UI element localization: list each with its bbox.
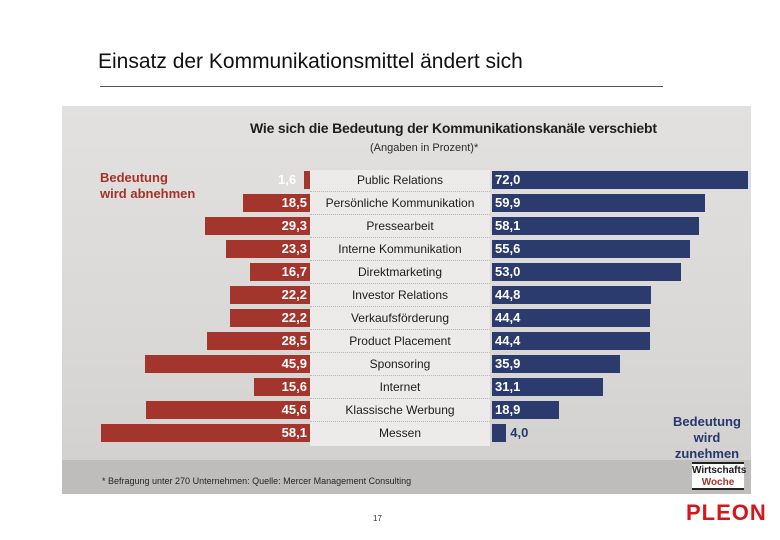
- legend-decrease-line2: wird abnehmen: [100, 186, 196, 201]
- category-separator: [310, 398, 490, 399]
- chart-title: Wie sich die Bedeutung der Kommunikation…: [250, 120, 657, 136]
- bar-increase: 44,4: [492, 309, 651, 327]
- category-separator: [310, 352, 490, 353]
- title-divider: [100, 86, 663, 87]
- category-label: Internet: [379, 380, 421, 394]
- bar-decrease: 1,6: [304, 171, 310, 189]
- slide-title: Einsatz der Kommunikationsmittel ändert …: [98, 50, 523, 73]
- bar-decrease: 22,2: [230, 286, 310, 304]
- legend-decrease: Bedeutung wird abnehmen: [100, 170, 200, 202]
- bar-decrease: 23,3: [226, 240, 310, 258]
- bar-decrease: 18,5: [243, 194, 310, 212]
- bar-decrease: 16,7: [249, 263, 310, 281]
- bar-decrease: 45,6: [145, 401, 310, 419]
- bar-increase-outside-label: 4,0: [510, 425, 529, 440]
- category-label: Public Relations: [356, 173, 444, 187]
- category-label: Pressearbeit: [366, 219, 434, 233]
- category-separator: [310, 329, 490, 330]
- category-label: Persönliche Kommunikation: [325, 196, 475, 210]
- legend-decrease-line1: Bedeutung: [100, 170, 168, 185]
- source-logo-line2: Woche: [701, 477, 735, 488]
- category-separator: [310, 237, 490, 238]
- source-logo: Wirtschafts Woche: [692, 462, 747, 490]
- bar-decrease: 22,2: [230, 309, 310, 327]
- bar-increase: 18,9: [492, 401, 560, 419]
- legend-increase: Bedeutung wird zunehmen: [662, 414, 752, 462]
- chart-footnote: * Befragung unter 270 Unternehmen: Quell…: [102, 476, 412, 486]
- bar-decrease-outside-label: 1,6: [278, 172, 297, 187]
- category-separator: [310, 375, 490, 376]
- bar-increase: 58,1: [492, 217, 699, 235]
- chart-footer-band: [62, 460, 751, 494]
- category-label: Sponsoring: [369, 357, 431, 371]
- category-separator: [310, 214, 490, 215]
- bar-increase: 55,6: [492, 240, 690, 258]
- bar-decrease: 29,3: [204, 217, 310, 235]
- bar-increase: 31,1: [492, 378, 603, 396]
- category-label-strip: [310, 170, 490, 446]
- pleon-logo: PLEON: [686, 500, 767, 525]
- category-label: Messen: [378, 426, 422, 440]
- source-logo-line1: Wirtschafts: [692, 465, 747, 476]
- category-separator: [310, 421, 490, 422]
- category-separator: [310, 260, 490, 261]
- bar-increase: 4,0: [492, 424, 507, 442]
- category-separator: [310, 283, 490, 284]
- bar-increase: 53,0: [492, 263, 681, 281]
- category-separator: [310, 191, 490, 192]
- legend-increase-line1: Bedeutung: [673, 414, 741, 429]
- legend-increase-line2: wird zunehmen: [674, 430, 740, 461]
- bar-decrease: 45,9: [144, 355, 310, 373]
- category-label: Verkaufsförderung: [350, 311, 450, 325]
- bar-increase: 72,0: [492, 171, 749, 189]
- bar-increase: 59,9: [492, 194, 706, 212]
- bar-decrease: 58,1: [100, 424, 310, 442]
- bar-increase: 44,8: [492, 286, 652, 304]
- category-label: Investor Relations: [351, 288, 449, 302]
- chart-subtitle: (Angaben in Prozent)*: [370, 142, 479, 154]
- page-number: 17: [373, 514, 382, 523]
- category-label: Klassische Werbung: [345, 403, 455, 417]
- category-label: Product Placement: [349, 334, 451, 348]
- category-label: Interne Kommunikation: [338, 242, 462, 256]
- category-label: Direktmarketing: [357, 265, 443, 279]
- bar-decrease: 28,5: [207, 332, 310, 350]
- bar-increase: 44,4: [492, 332, 651, 350]
- bar-increase: 35,9: [492, 355, 620, 373]
- category-separator: [310, 306, 490, 307]
- bar-decrease: 15,6: [253, 378, 310, 396]
